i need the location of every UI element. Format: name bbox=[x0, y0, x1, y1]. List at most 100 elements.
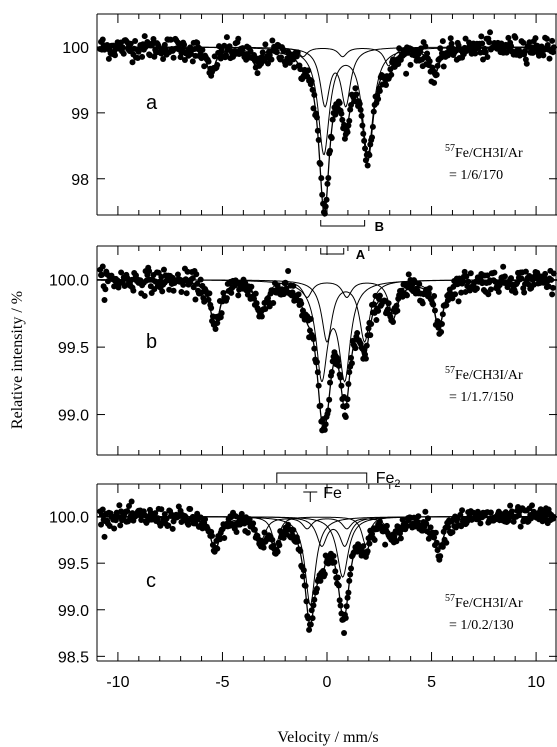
data-point bbox=[223, 295, 230, 302]
data-point bbox=[205, 296, 212, 303]
data-point bbox=[443, 302, 450, 309]
data-point bbox=[248, 283, 255, 290]
y-tick-label: 100 bbox=[62, 40, 89, 57]
data-point bbox=[517, 523, 524, 530]
data-point bbox=[311, 345, 318, 352]
data-point bbox=[348, 565, 355, 572]
data-point bbox=[438, 321, 445, 328]
data-point bbox=[362, 157, 369, 164]
data-point bbox=[360, 543, 367, 550]
data-point bbox=[425, 290, 432, 297]
data-point bbox=[317, 160, 324, 167]
data-point bbox=[487, 509, 494, 516]
x-tick-label: 0 bbox=[323, 674, 332, 691]
data-point bbox=[452, 291, 459, 298]
data-point bbox=[341, 121, 348, 128]
data-point bbox=[181, 41, 188, 48]
marker-Fe bbox=[303, 491, 318, 502]
data-point bbox=[383, 522, 390, 529]
data-point bbox=[416, 281, 423, 288]
superscript: 57 bbox=[445, 365, 455, 376]
data-point bbox=[150, 36, 157, 42]
data-point bbox=[290, 527, 297, 534]
data-point bbox=[233, 529, 240, 536]
data-point bbox=[342, 615, 349, 622]
data-point bbox=[339, 116, 346, 123]
data-point bbox=[465, 278, 472, 285]
data-point bbox=[512, 34, 519, 41]
data-point bbox=[352, 85, 359, 92]
data-point bbox=[507, 502, 514, 509]
data-point bbox=[338, 110, 345, 117]
data-point bbox=[310, 105, 317, 112]
data-point bbox=[549, 291, 556, 298]
data-point bbox=[346, 117, 353, 124]
data-point bbox=[268, 56, 275, 63]
data-point bbox=[322, 421, 329, 428]
annotation-text: Fe/CH3I/Ar bbox=[455, 368, 523, 383]
data-point bbox=[403, 70, 410, 77]
data-point bbox=[344, 594, 351, 601]
data-point bbox=[99, 263, 106, 270]
data-point bbox=[336, 99, 343, 106]
data-point bbox=[495, 288, 502, 295]
bracket-Fe2 bbox=[276, 472, 368, 483]
data-point bbox=[338, 382, 345, 389]
data-point bbox=[337, 602, 344, 609]
data-point bbox=[540, 52, 547, 59]
data-point bbox=[98, 271, 105, 278]
y-tick-label: 99 bbox=[71, 106, 89, 123]
data-point bbox=[520, 39, 527, 46]
data-point bbox=[542, 270, 549, 277]
data-point bbox=[106, 523, 113, 530]
data-point bbox=[455, 298, 462, 305]
data-point bbox=[336, 597, 343, 604]
data-point bbox=[397, 535, 404, 542]
data-point bbox=[98, 521, 105, 528]
data-point bbox=[128, 498, 135, 505]
data-point bbox=[327, 147, 334, 154]
data-point bbox=[384, 306, 391, 313]
data-point bbox=[373, 317, 380, 324]
data-point bbox=[306, 626, 313, 633]
data-point bbox=[426, 58, 433, 65]
data-point bbox=[273, 49, 280, 56]
data-point bbox=[251, 526, 258, 533]
data-point bbox=[376, 87, 383, 94]
data-point bbox=[214, 545, 221, 552]
data-point bbox=[376, 518, 383, 525]
data-point bbox=[299, 573, 306, 580]
data-point bbox=[424, 515, 431, 522]
data-point bbox=[467, 270, 474, 277]
data-point bbox=[269, 37, 276, 44]
data-point bbox=[99, 36, 106, 43]
data-point bbox=[214, 62, 221, 69]
data-point bbox=[309, 615, 316, 622]
data-point bbox=[430, 301, 437, 308]
data-point bbox=[366, 540, 373, 547]
data-point bbox=[357, 106, 364, 113]
data-point bbox=[369, 123, 376, 130]
data-point bbox=[508, 43, 515, 49]
data-point bbox=[341, 630, 348, 636]
data-point bbox=[544, 42, 551, 49]
data-point bbox=[323, 196, 330, 203]
data-point bbox=[529, 502, 536, 509]
data-point bbox=[295, 291, 302, 298]
data-point bbox=[208, 304, 215, 311]
data-point bbox=[447, 35, 454, 42]
data-point bbox=[290, 282, 297, 289]
data-point bbox=[187, 505, 194, 512]
data-point bbox=[478, 33, 485, 40]
data-point bbox=[130, 287, 137, 294]
y-tick-label: 99.0 bbox=[58, 603, 89, 620]
data-point bbox=[485, 291, 492, 298]
data-point bbox=[318, 175, 325, 182]
data-point bbox=[307, 621, 314, 628]
data-point bbox=[201, 63, 208, 70]
data-point bbox=[419, 300, 426, 307]
data-point bbox=[433, 539, 440, 546]
data-point bbox=[459, 507, 466, 514]
data-point bbox=[361, 137, 368, 144]
data-point bbox=[385, 300, 392, 307]
